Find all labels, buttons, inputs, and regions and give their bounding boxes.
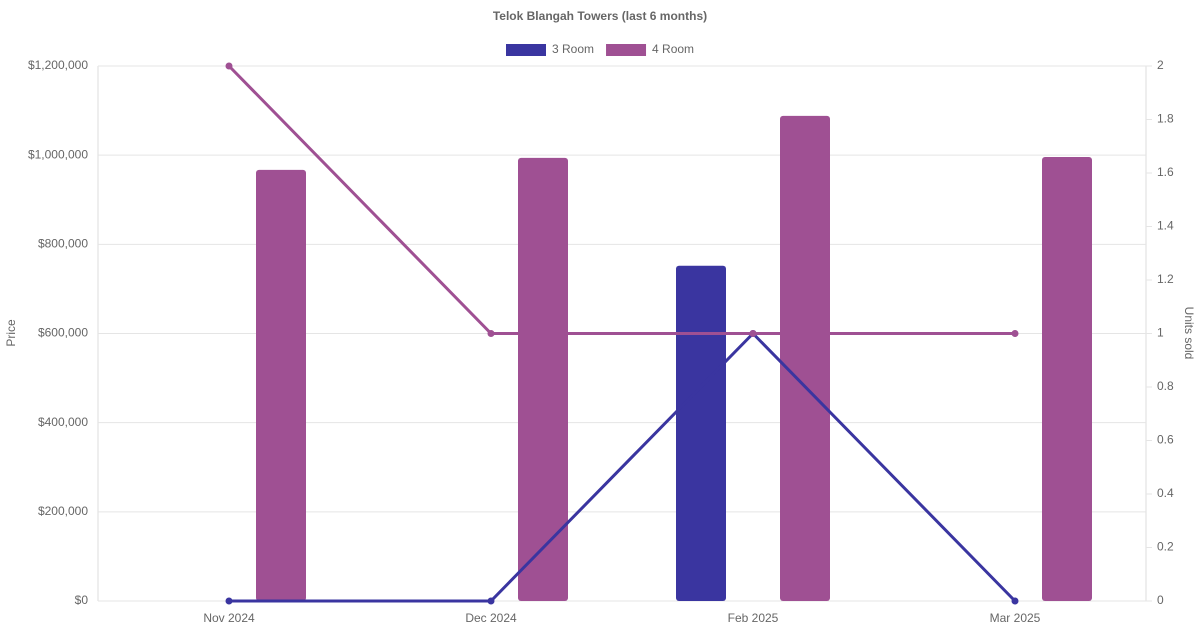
y-tick-label: $400,000 [38,415,88,429]
line [227,64,1015,335]
bar [676,265,726,601]
y2-tick-label: 1 [1157,326,1164,340]
y-tick-label: $600,000 [38,326,88,340]
x-tick-label: Feb 2025 [728,611,779,625]
y2-tick-label: 1.8 [1157,112,1174,126]
y2-axis-title: Units sold [1182,307,1196,360]
y2-tick-label: 0.6 [1157,433,1174,447]
point [487,597,495,605]
chart-title: Telok Blangah Towers (last 6 months) [493,9,707,23]
y2-tick-label: 0.4 [1157,486,1174,500]
y-tick-label: $1,000,000 [28,147,88,161]
bar [1042,156,1092,601]
point [225,597,233,605]
point [487,330,495,337]
bar [256,169,306,602]
bar [780,115,830,601]
y2-tick-label: 1.6 [1157,165,1174,179]
legend-swatch [606,44,647,56]
y2-tick-label: 0 [1157,593,1164,607]
point [1011,597,1019,605]
y-tick-label: $200,000 [38,504,88,518]
y-axis-title: Price [4,319,18,347]
point [1011,330,1019,337]
bar [518,157,568,601]
point [749,330,757,337]
legend-swatch [506,44,546,56]
legend-label: 4 Room [652,42,694,56]
line [229,331,1017,603]
x-tick-label: Nov 2024 [203,611,255,625]
x-tick-label: Dec 2024 [465,611,517,625]
y-tick-label: $1,200,000 [28,58,88,72]
point [225,62,233,70]
y-tick-label: $800,000 [38,237,88,251]
x-tick-label: Mar 2025 [990,611,1041,625]
y2-tick-label: 0.2 [1157,540,1174,554]
y-tick-label: $0 [75,593,89,607]
y2-tick-label: 1.2 [1157,272,1174,286]
y2-tick-label: 0.8 [1157,379,1174,393]
legend-label: 3 Room [552,42,594,56]
y2-tick-label: 2 [1157,58,1164,72]
y2-tick-label: 1.4 [1157,219,1174,233]
